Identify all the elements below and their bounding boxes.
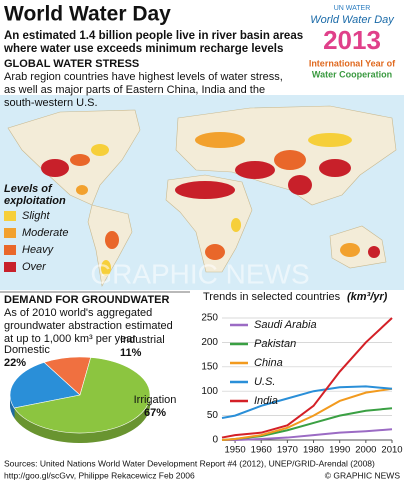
logo-year: 2013	[323, 25, 381, 55]
stress-area	[288, 175, 312, 195]
subtitle: An estimated 1.4 billion people live in …	[4, 30, 303, 42]
title: World Water Day	[4, 3, 171, 26]
legend-label: Heavy	[22, 244, 55, 256]
stress-area	[76, 185, 88, 195]
stress-area	[105, 231, 119, 249]
section-text: Arab region countries have highest level…	[4, 71, 283, 83]
stress-area	[205, 244, 225, 260]
legend-label: U.S.	[254, 376, 275, 388]
pie-slice	[9, 362, 81, 409]
legend: Levels of exploitation Slight Moderate Hea…	[4, 183, 68, 273]
legend-swatch	[4, 262, 16, 272]
stress-area	[175, 181, 235, 199]
stress-area	[340, 243, 360, 257]
y-tick-label: 250	[201, 313, 218, 324]
stress-area	[308, 133, 352, 147]
legend-label: Slight	[22, 210, 50, 222]
x-tick-label: 1970	[277, 445, 298, 456]
credit: © GRAPHIC NEWS	[325, 470, 401, 480]
legend-label: Moderate	[22, 227, 68, 239]
legend-label: India	[254, 395, 278, 407]
line-series	[221, 385, 393, 420]
africa	[165, 174, 253, 273]
pie-value-label: 22%	[4, 357, 26, 369]
y-tick-label: 150	[201, 361, 218, 372]
stress-area	[368, 246, 380, 258]
section-text: south-western U.S.	[4, 97, 98, 109]
x-tick-label: 2000	[355, 445, 376, 456]
pie-slice	[13, 357, 151, 434]
logo-event: World Water Day	[310, 14, 395, 26]
watermark: GRAPHIC NEWS	[90, 258, 309, 289]
section-text: at up to 1,000 km³ per year	[4, 333, 136, 345]
line-series	[222, 428, 393, 441]
section-text: groundwater abstraction estimated	[4, 320, 173, 332]
legend-label: China	[254, 357, 283, 369]
section-heading: DEMAND FOR GROUNDWATER	[4, 294, 169, 306]
legend-title: exploitation	[4, 195, 66, 207]
pie-value-label: 67%	[144, 407, 166, 419]
pie-value-label: 11%	[120, 347, 142, 359]
section-text: as well as major parts of Eastern China,…	[4, 84, 265, 96]
line-series	[221, 317, 393, 439]
source: http://goo.gl/scGvv, Philippe Rekacewicz…	[4, 470, 195, 480]
logo-theme: International Year of	[309, 58, 396, 68]
legend-label: Pakistan	[254, 338, 296, 350]
logo-theme: Water Cooperation	[312, 69, 392, 79]
section-heading: GLOBAL WATER STRESS	[4, 58, 139, 70]
stress-area	[274, 150, 306, 170]
y-tick-label: 200	[201, 337, 218, 348]
legend-title: Levels of	[4, 183, 53, 195]
world-map: GRAPHIC NEWS	[0, 95, 404, 290]
stress-area	[231, 218, 241, 232]
stress-area	[319, 159, 351, 177]
chart-title: Trends in selected countries	[203, 291, 341, 303]
pie-label: Domestic	[4, 344, 50, 356]
x-tick-label: 1990	[329, 445, 350, 456]
line-series	[221, 387, 393, 441]
stress-area	[101, 260, 111, 276]
logo-org: UN WATER	[334, 5, 371, 12]
legend-swatch	[4, 228, 16, 238]
section-text: As of 2010 world's aggregated	[4, 307, 152, 319]
legend-swatch	[4, 211, 16, 221]
stress-area	[70, 154, 90, 166]
y-tick-label: 50	[207, 410, 219, 421]
stress-area	[195, 132, 245, 148]
legend-swatch	[4, 245, 16, 255]
legend-label: Saudi Arabia	[254, 319, 317, 331]
pie-label: Industrial	[120, 334, 165, 346]
legend-label: Over	[22, 261, 47, 273]
y-tick-label: 100	[201, 386, 218, 397]
logo: UN WATER World Water Day 2013 Internatio…	[309, 5, 396, 80]
x-tick-label: 2010	[381, 445, 402, 456]
chart-unit: (km³/yr)	[347, 291, 388, 303]
stress-area	[91, 144, 109, 156]
x-tick-label: 1980	[303, 445, 324, 456]
stress-area	[41, 159, 69, 177]
x-tick-label: 1960	[251, 445, 272, 456]
subtitle: where water use exceeds minimum recharge…	[3, 43, 283, 55]
pie-label: Irrigation	[134, 394, 177, 406]
source: Sources: United Nations World Water Deve…	[4, 458, 375, 468]
x-tick-label: 1950	[225, 445, 246, 456]
stress-area	[235, 161, 275, 179]
y-tick-label: 0	[212, 435, 218, 446]
